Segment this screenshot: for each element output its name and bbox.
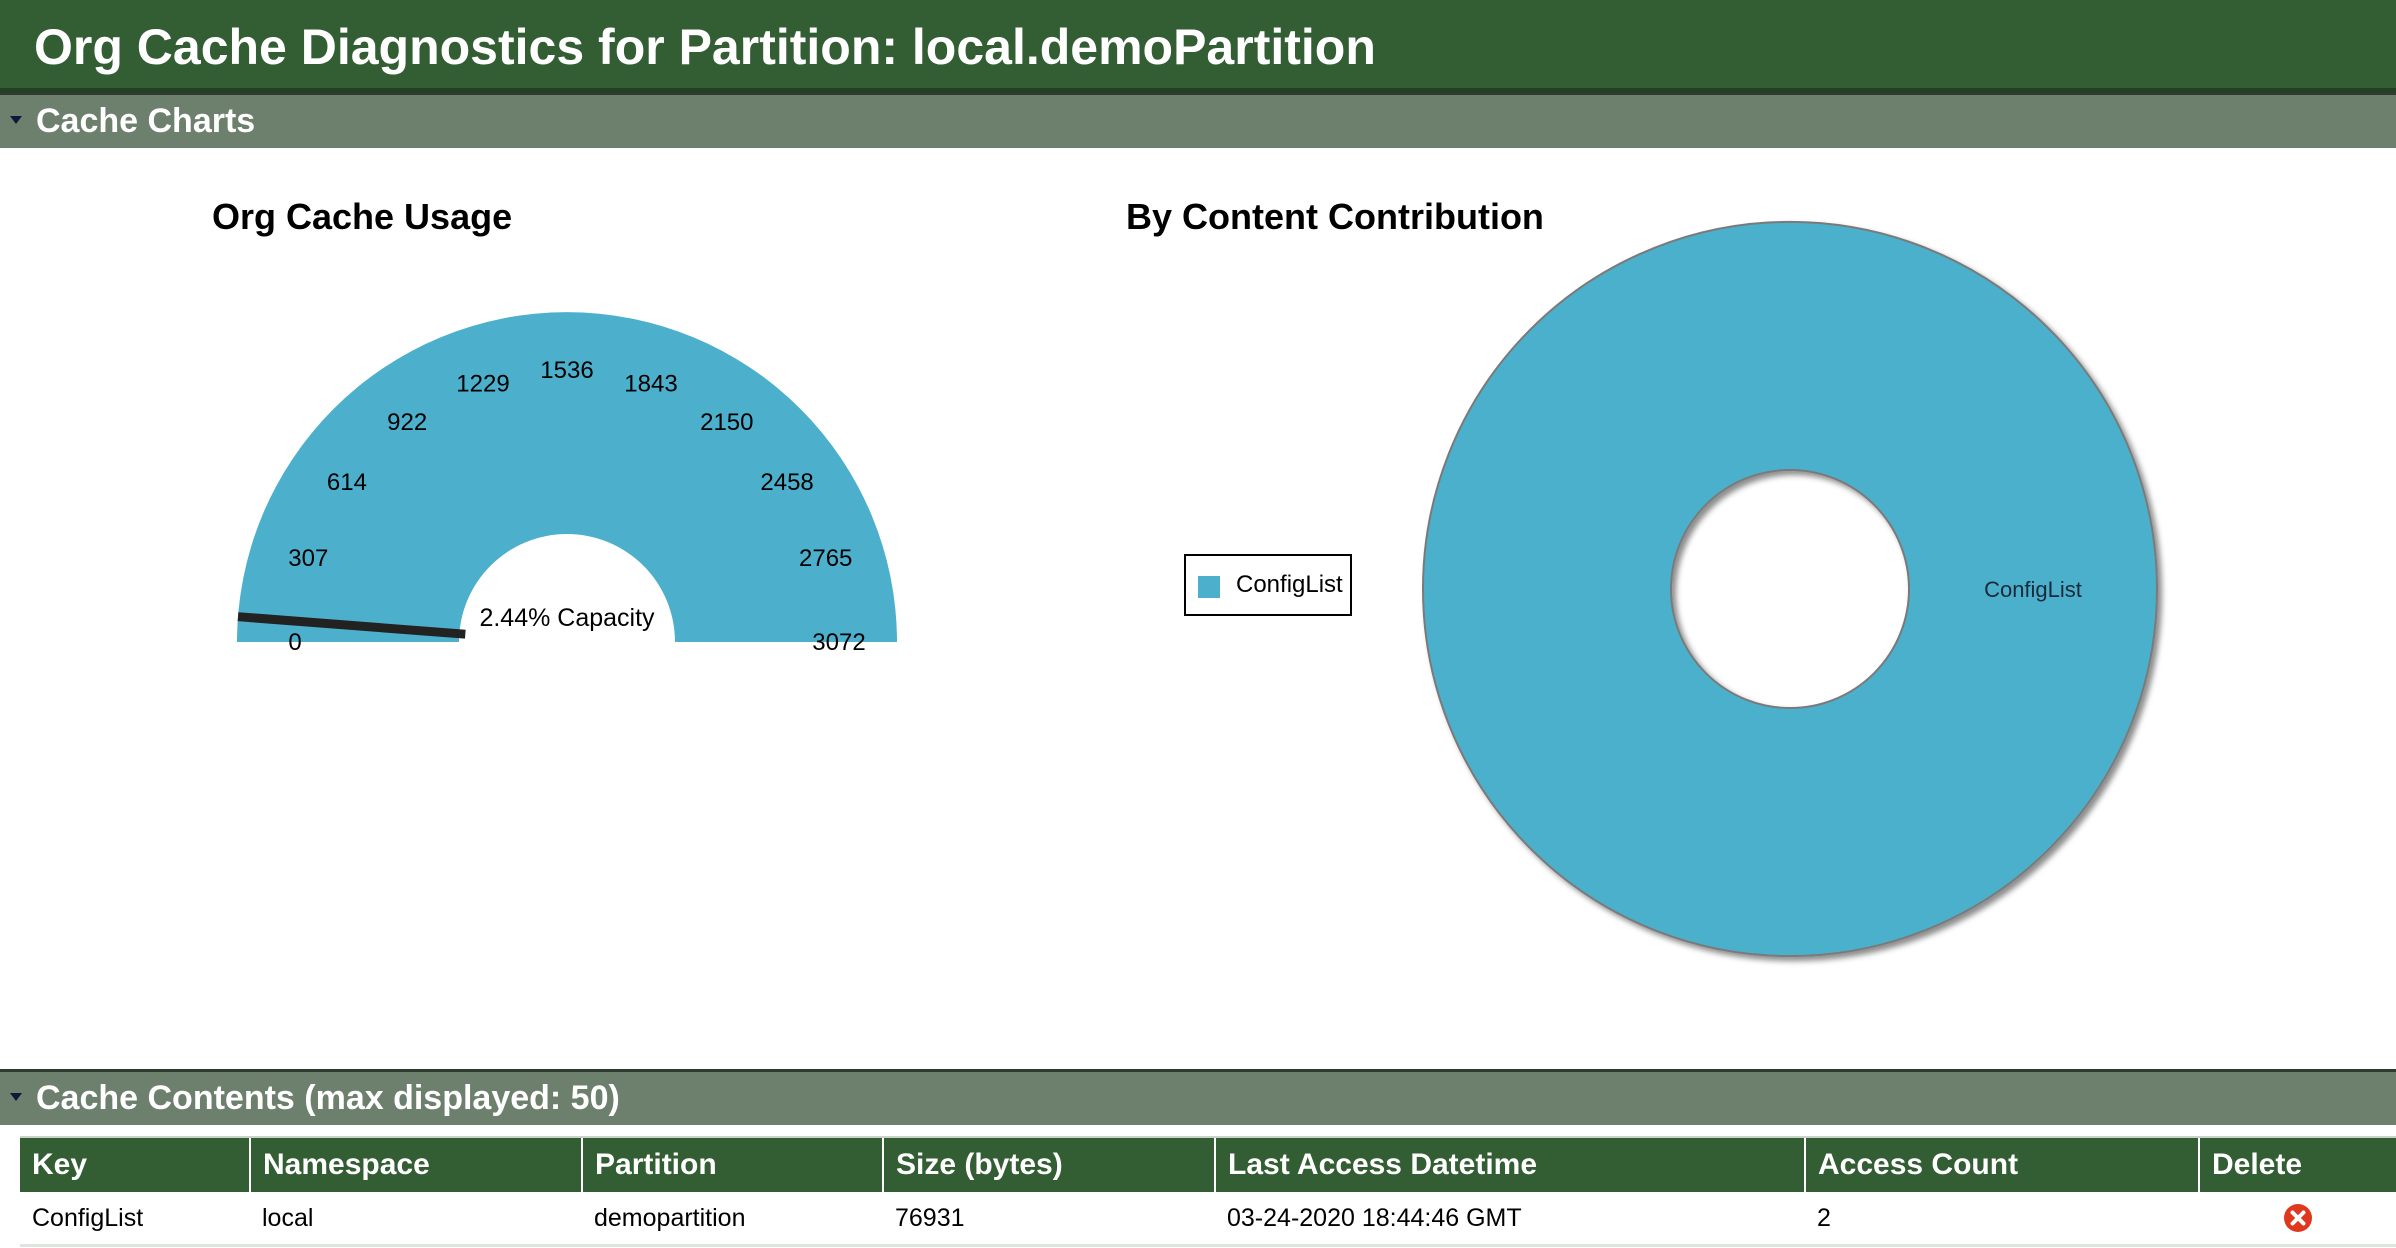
cell-last-access: 03-24-2020 18:44:46 GMT [1215, 1192, 1805, 1247]
column-header-key[interactable]: Key [20, 1136, 250, 1192]
collapse-triangle-icon[interactable] [8, 112, 24, 128]
cache-contents-section-header[interactable]: Cache Contents (max displayed: 50) [0, 1069, 2396, 1125]
gauge-tick-label: 1536 [540, 357, 593, 384]
gauge-tick-label: 1843 [624, 370, 677, 397]
cell-partition: demopartition [582, 1192, 883, 1247]
column-header-size[interactable]: Size (bytes) [882, 1136, 1215, 1192]
cell-delete [2199, 1192, 2396, 1247]
table-row: ConfigList local demopartition 76931 03-… [20, 1192, 2396, 1247]
column-header-namespace[interactable]: Namespace [249, 1136, 582, 1192]
pie-slice-configlist [1421, 221, 2159, 957]
org-cache-usage-gauge: 0 307 614 922 1229 1536 1843 2150 2458 2765 3072 2… [237, 312, 897, 656]
page-title: Org Cache Diagnostics for Partition: loc… [34, 19, 1376, 75]
gauge-tick-labels: 0 307 614 922 1229 1536 1843 2150 2458 2765 3072 [288, 357, 865, 656]
close-circle-icon[interactable] [2283, 1203, 2313, 1233]
legend-label-configlist: ConfigList [1236, 571, 1343, 598]
gauge-tick-label: 2458 [760, 469, 813, 496]
gauge-tick-label: 614 [327, 469, 367, 496]
page-header: Org Cache Diagnostics for Partition: loc… [0, 0, 2396, 92]
collapse-triangle-icon[interactable] [8, 1089, 24, 1105]
gauge-tick-label: 1229 [456, 370, 509, 397]
gauge-band [237, 312, 897, 642]
org-cache-usage-title: Org Cache Usage [212, 196, 513, 237]
gauge-tick-label: 2765 [799, 545, 852, 572]
gauge-tick-label: 922 [387, 409, 427, 436]
cell-size: 76931 [883, 1192, 1215, 1247]
cell-access-count: 2 [1805, 1192, 2199, 1247]
gauge-tick-label: 3072 [812, 629, 865, 656]
content-contribution-title: By Content Contribution [1126, 196, 1544, 237]
gauge-tick-label: 2150 [700, 409, 753, 436]
cache-contents-section-title[interactable]: Cache Contents (max displayed: 50) [36, 1079, 620, 1117]
table-header-row: Key Namespace Partition Size (bytes) Las… [20, 1136, 2396, 1192]
gauge-tick-label: 307 [288, 545, 328, 572]
cache-charts-section-header[interactable]: Cache Charts [0, 92, 2396, 148]
legend-swatch-configlist [1198, 576, 1220, 598]
gauge-tick-label: 0 [288, 629, 301, 656]
gauge-needle [237, 612, 466, 639]
column-header-last-access[interactable]: Last Access Datetime [1214, 1136, 1805, 1192]
column-header-partition[interactable]: Partition [581, 1136, 883, 1192]
column-header-access-count[interactable]: Access Count [1804, 1136, 2199, 1192]
cache-contents-table: Key Namespace Partition Size (bytes) Las… [20, 1136, 2396, 1247]
cell-namespace: local [250, 1192, 582, 1247]
column-header-delete: Delete [2198, 1136, 2396, 1192]
content-contribution-pie: ConfigList [1421, 221, 2159, 957]
cell-key: ConfigList [20, 1192, 250, 1247]
pie-slice-label-configlist: ConfigList [1984, 577, 2082, 602]
cache-charts-section-title[interactable]: Cache Charts [36, 102, 256, 140]
gauge-capacity-label: 2.44% Capacity [479, 604, 655, 632]
pie-legend: ConfigList [1184, 554, 1352, 616]
